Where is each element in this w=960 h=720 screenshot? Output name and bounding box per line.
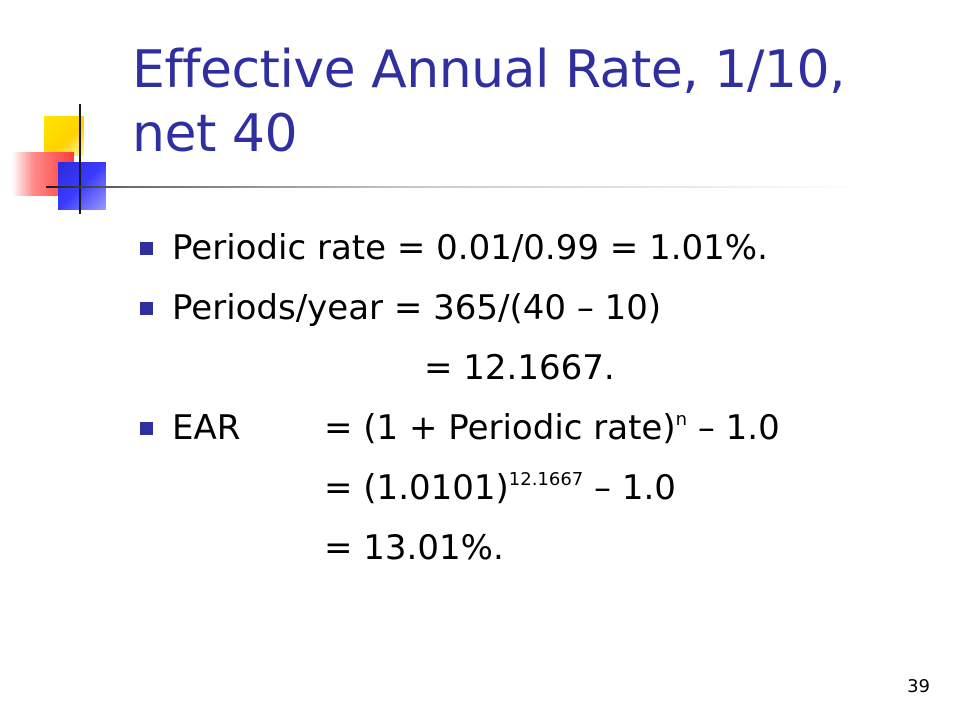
periodic-rate-text: Periodic rate = 0.01/0.99 = 1.01%. <box>172 228 768 268</box>
ear-substitution-base: = (1.0101) <box>324 468 509 508</box>
periods-year-text: Periods/year = 365/(40 – 10) <box>172 288 662 328</box>
periods-year-result: = 12.1667. <box>424 348 615 388</box>
ear-substitution: = (1.0101)12.1667 – 1.0 <box>324 458 676 524</box>
ear-substitution-tail: – 1.0 <box>583 468 676 508</box>
bullet-square-icon <box>140 302 153 315</box>
ear-formula: = (1 + Periodic rate)n – 1.0 <box>324 398 780 464</box>
page-number: 39 <box>907 676 930 697</box>
periods-year-continuation: = 12.1667. <box>136 338 916 398</box>
bullet-periodic-rate: Periodic rate = 0.01/0.99 = 1.01%. <box>136 218 916 278</box>
title-underline-rule <box>46 186 866 188</box>
ear-continuation-1: = (1.0101)12.1667 – 1.0 <box>136 458 916 518</box>
vertical-rule <box>79 104 81 214</box>
bullet-square-icon <box>140 422 153 435</box>
ear-substitution-exponent: 12.1667 <box>508 469 584 490</box>
ear-formula-base: = (1 + Periodic rate) <box>324 408 676 448</box>
slide-title: Effective Annual Rate, 1/10, net 40 <box>132 40 846 164</box>
yellow-square-decoration <box>44 116 84 156</box>
ear-result: = 13.01%. <box>324 528 504 568</box>
ear-formula-exponent: n <box>675 409 688 430</box>
bullet-square-icon <box>140 242 153 255</box>
bullet-ear: EAR = (1 + Periodic rate)n – 1.0 <box>136 398 916 458</box>
slide-body: Periodic rate = 0.01/0.99 = 1.01%. Perio… <box>136 218 916 578</box>
ear-continuation-2: = 13.01%. <box>136 518 916 578</box>
bullet-periods-year: Periods/year = 365/(40 – 10) <box>136 278 916 338</box>
ear-label: EAR <box>172 408 241 448</box>
ear-formula-tail: – 1.0 <box>687 408 780 448</box>
